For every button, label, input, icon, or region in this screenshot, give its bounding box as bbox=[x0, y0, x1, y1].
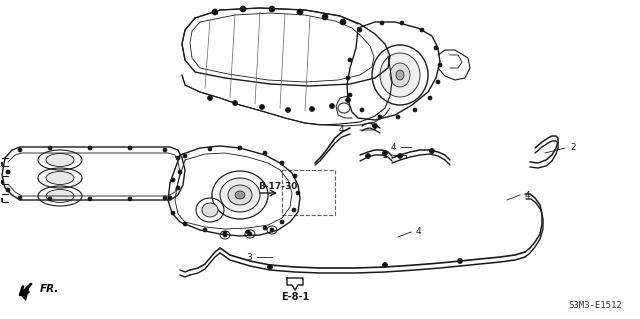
Ellipse shape bbox=[340, 19, 346, 25]
Ellipse shape bbox=[280, 161, 284, 165]
Ellipse shape bbox=[223, 233, 227, 237]
Ellipse shape bbox=[380, 53, 420, 97]
Bar bbox=[282, 170, 335, 215]
Ellipse shape bbox=[348, 58, 352, 62]
Ellipse shape bbox=[383, 263, 387, 268]
Ellipse shape bbox=[246, 230, 250, 234]
Polygon shape bbox=[20, 285, 30, 301]
Ellipse shape bbox=[220, 178, 260, 212]
Ellipse shape bbox=[365, 153, 371, 159]
Ellipse shape bbox=[434, 46, 438, 50]
Ellipse shape bbox=[296, 191, 300, 195]
Ellipse shape bbox=[208, 147, 212, 151]
Ellipse shape bbox=[285, 108, 291, 113]
Ellipse shape bbox=[263, 151, 267, 155]
Ellipse shape bbox=[428, 96, 432, 100]
Ellipse shape bbox=[270, 228, 274, 232]
Ellipse shape bbox=[372, 123, 378, 129]
Text: 4: 4 bbox=[525, 190, 531, 199]
Ellipse shape bbox=[378, 115, 382, 119]
Ellipse shape bbox=[178, 170, 182, 174]
Ellipse shape bbox=[413, 108, 417, 112]
Ellipse shape bbox=[223, 231, 227, 235]
Ellipse shape bbox=[293, 174, 297, 178]
Ellipse shape bbox=[46, 172, 74, 184]
Ellipse shape bbox=[183, 222, 187, 226]
Ellipse shape bbox=[6, 170, 10, 174]
Ellipse shape bbox=[88, 146, 92, 150]
Text: B-17-30: B-17-30 bbox=[258, 182, 298, 191]
Ellipse shape bbox=[390, 63, 410, 87]
Ellipse shape bbox=[400, 21, 404, 25]
Ellipse shape bbox=[322, 14, 328, 20]
Ellipse shape bbox=[346, 76, 350, 80]
Text: 3: 3 bbox=[246, 253, 252, 262]
Ellipse shape bbox=[168, 196, 172, 200]
Ellipse shape bbox=[429, 149, 435, 153]
Ellipse shape bbox=[18, 196, 22, 200]
Ellipse shape bbox=[171, 211, 175, 215]
Text: FR.: FR. bbox=[40, 284, 60, 294]
Ellipse shape bbox=[183, 154, 187, 158]
Ellipse shape bbox=[235, 191, 245, 199]
Ellipse shape bbox=[202, 203, 218, 217]
Ellipse shape bbox=[203, 228, 207, 232]
Ellipse shape bbox=[18, 148, 22, 152]
Ellipse shape bbox=[263, 226, 267, 230]
Ellipse shape bbox=[232, 100, 237, 106]
Ellipse shape bbox=[438, 63, 442, 67]
Text: S3M3-E1512: S3M3-E1512 bbox=[568, 300, 622, 309]
Ellipse shape bbox=[268, 264, 273, 270]
Ellipse shape bbox=[297, 9, 303, 15]
Ellipse shape bbox=[128, 197, 132, 201]
Ellipse shape bbox=[207, 95, 212, 100]
Ellipse shape bbox=[48, 146, 52, 150]
Ellipse shape bbox=[292, 208, 296, 212]
Ellipse shape bbox=[46, 189, 74, 203]
Ellipse shape bbox=[310, 107, 314, 112]
Ellipse shape bbox=[396, 115, 400, 119]
Ellipse shape bbox=[259, 105, 264, 109]
Ellipse shape bbox=[420, 28, 424, 32]
Ellipse shape bbox=[171, 178, 175, 182]
Ellipse shape bbox=[163, 196, 167, 200]
Ellipse shape bbox=[46, 153, 74, 167]
Ellipse shape bbox=[397, 153, 403, 159]
Text: 1: 1 bbox=[382, 151, 388, 160]
Ellipse shape bbox=[228, 185, 252, 205]
Ellipse shape bbox=[348, 93, 352, 97]
Text: 4: 4 bbox=[390, 143, 396, 152]
Ellipse shape bbox=[436, 80, 440, 84]
Ellipse shape bbox=[240, 6, 246, 12]
Ellipse shape bbox=[48, 197, 52, 201]
Ellipse shape bbox=[280, 220, 284, 224]
Ellipse shape bbox=[380, 21, 384, 25]
Ellipse shape bbox=[458, 258, 463, 263]
Ellipse shape bbox=[238, 146, 242, 150]
Ellipse shape bbox=[212, 9, 218, 15]
Ellipse shape bbox=[88, 197, 92, 201]
Ellipse shape bbox=[6, 188, 10, 192]
Text: E-8-1: E-8-1 bbox=[281, 292, 309, 302]
Ellipse shape bbox=[383, 151, 387, 155]
Text: 4: 4 bbox=[416, 227, 422, 236]
Ellipse shape bbox=[330, 103, 335, 108]
Ellipse shape bbox=[346, 98, 351, 102]
Ellipse shape bbox=[248, 232, 252, 236]
Ellipse shape bbox=[396, 70, 404, 80]
Ellipse shape bbox=[176, 186, 180, 190]
Text: 2: 2 bbox=[570, 144, 575, 152]
Ellipse shape bbox=[360, 108, 364, 112]
Ellipse shape bbox=[269, 6, 275, 12]
Ellipse shape bbox=[163, 148, 167, 152]
Ellipse shape bbox=[128, 146, 132, 150]
Ellipse shape bbox=[358, 28, 362, 32]
Ellipse shape bbox=[176, 156, 180, 160]
Text: 4: 4 bbox=[339, 125, 344, 135]
